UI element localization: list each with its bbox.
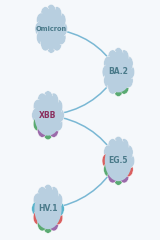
Circle shape [55, 202, 64, 216]
Circle shape [119, 80, 129, 94]
Circle shape [43, 125, 53, 140]
Circle shape [125, 65, 135, 79]
Circle shape [56, 13, 66, 27]
Circle shape [32, 202, 41, 216]
Circle shape [124, 145, 133, 159]
Circle shape [114, 136, 123, 151]
Circle shape [43, 184, 53, 199]
Circle shape [34, 95, 62, 136]
Circle shape [114, 82, 123, 96]
Circle shape [108, 168, 117, 183]
Circle shape [55, 108, 64, 122]
Circle shape [104, 56, 113, 71]
Circle shape [49, 123, 59, 137]
Circle shape [108, 80, 117, 94]
Circle shape [114, 171, 123, 185]
Circle shape [124, 56, 133, 71]
Circle shape [37, 187, 47, 201]
Circle shape [125, 154, 135, 168]
Circle shape [33, 193, 43, 207]
Circle shape [46, 39, 56, 53]
Circle shape [58, 22, 68, 36]
Text: Omicron: Omicron [36, 26, 67, 32]
Circle shape [124, 162, 133, 177]
Circle shape [36, 13, 46, 27]
Circle shape [105, 52, 132, 92]
Circle shape [38, 8, 65, 49]
Circle shape [124, 73, 133, 88]
Circle shape [41, 7, 50, 21]
Circle shape [49, 93, 59, 108]
Circle shape [102, 154, 112, 168]
Circle shape [119, 50, 129, 64]
Text: XBB: XBB [39, 111, 57, 120]
Circle shape [105, 140, 132, 181]
Circle shape [108, 139, 117, 153]
Circle shape [104, 145, 113, 159]
Circle shape [49, 187, 59, 201]
Circle shape [104, 73, 113, 88]
Circle shape [33, 117, 43, 131]
Text: EG.5: EG.5 [109, 156, 128, 165]
Circle shape [108, 50, 117, 64]
Circle shape [37, 93, 47, 108]
Circle shape [53, 117, 63, 131]
Circle shape [43, 219, 53, 233]
Circle shape [53, 99, 63, 114]
Circle shape [43, 91, 53, 105]
Text: HV.1: HV.1 [38, 204, 58, 213]
Circle shape [119, 139, 129, 153]
Circle shape [36, 30, 46, 45]
Circle shape [33, 210, 43, 225]
Circle shape [46, 4, 56, 19]
Text: BA.2: BA.2 [108, 67, 128, 77]
Circle shape [119, 168, 129, 183]
Circle shape [102, 65, 112, 79]
Circle shape [33, 99, 43, 114]
Circle shape [114, 48, 123, 62]
Circle shape [53, 210, 63, 225]
Circle shape [41, 36, 50, 51]
Circle shape [37, 123, 47, 137]
Circle shape [52, 7, 62, 21]
Circle shape [34, 188, 62, 229]
Circle shape [49, 216, 59, 231]
Circle shape [104, 162, 113, 177]
Circle shape [56, 30, 66, 45]
Circle shape [35, 22, 44, 36]
Circle shape [37, 216, 47, 231]
Circle shape [52, 36, 62, 51]
Circle shape [32, 108, 41, 122]
Circle shape [53, 193, 63, 207]
